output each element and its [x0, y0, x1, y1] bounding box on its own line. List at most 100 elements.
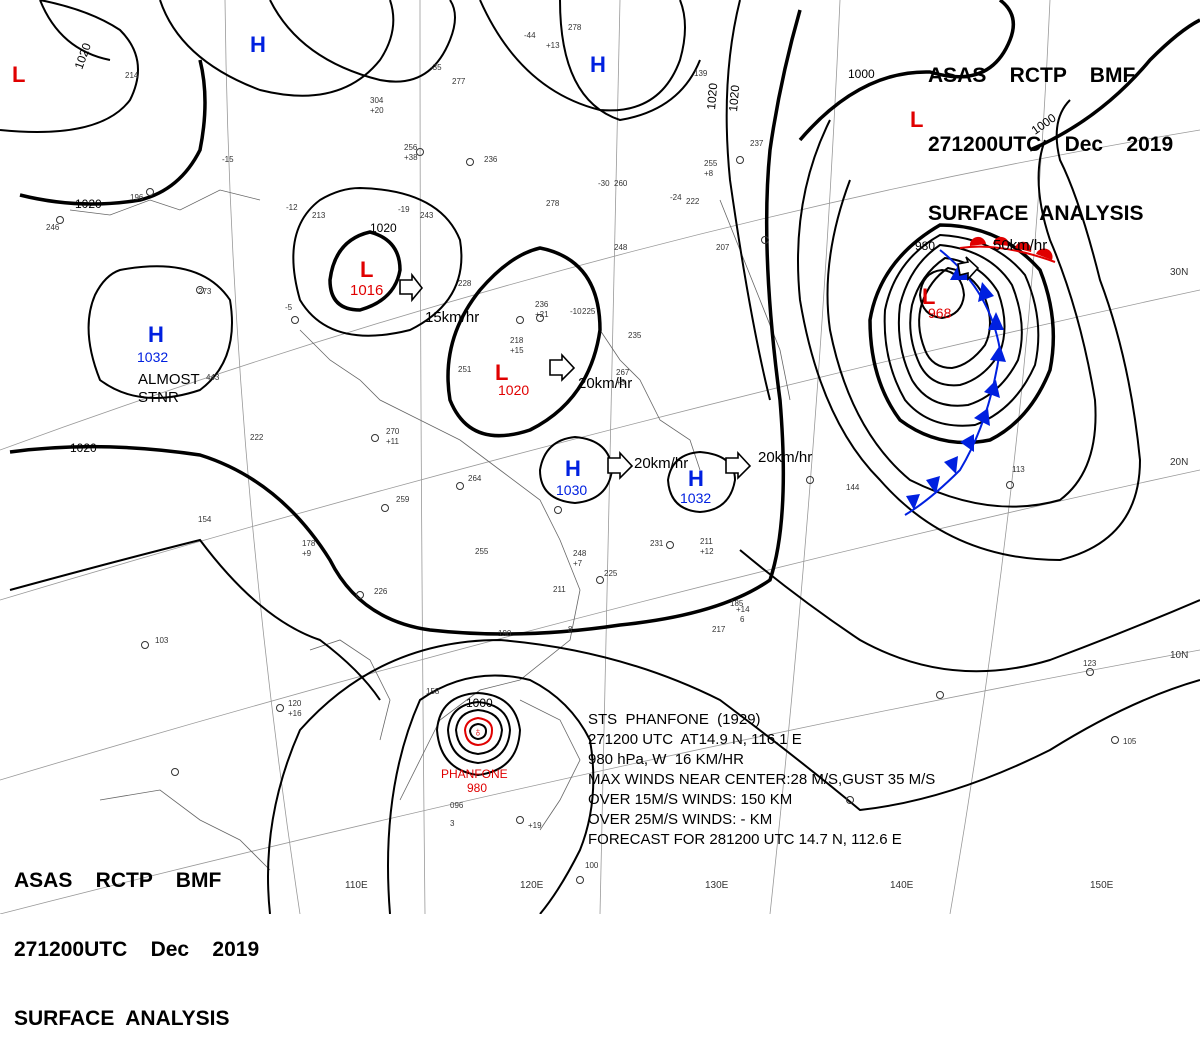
- typhoon-info-line: FORECAST FOR 281200 UTC 14.7 N, 112.6 E: [588, 831, 902, 848]
- low-symbol: L: [495, 360, 508, 385]
- header-line-2: 271200UTC Dec 2019: [928, 133, 1174, 156]
- high-pressure: 1030: [556, 482, 587, 498]
- station-value: 255: [704, 159, 718, 168]
- typhoon-icon: ♁: [473, 724, 483, 739]
- header-line-3: SURFACE ANALYSIS: [14, 1007, 230, 1030]
- station-value: -35: [430, 63, 442, 72]
- station-value: 260: [614, 179, 628, 188]
- station-value: +11: [386, 437, 400, 446]
- station-value: 231: [650, 539, 664, 548]
- station-value: 213: [312, 211, 326, 220]
- high-symbol: H: [688, 466, 704, 491]
- station-value: 278: [568, 23, 582, 32]
- station-value: 246: [46, 223, 60, 232]
- motion-speed: 50km/hr: [993, 237, 1047, 254]
- station-value: -12: [286, 203, 298, 212]
- station-value: 256: [404, 143, 418, 152]
- isobar-label: 1020: [726, 84, 742, 112]
- station-value: +20: [370, 106, 384, 115]
- coastlines: [69, 189, 791, 871]
- station-value: 273: [198, 287, 212, 296]
- high-symbol: H: [148, 322, 164, 347]
- isobar-label: 1000: [848, 67, 875, 81]
- station-value: +9: [302, 549, 312, 558]
- station-value: +21: [535, 310, 549, 319]
- station-value: 123: [1083, 659, 1097, 668]
- isobar-low968-1: [868, 223, 1056, 445]
- station-value: 248: [573, 549, 587, 558]
- station-value: 211: [700, 537, 713, 546]
- station-value: 248: [614, 243, 628, 252]
- header-line-1: ASAS RCTP BMF: [928, 64, 1136, 87]
- station-value: 270: [386, 427, 400, 436]
- pressure-systems: L L H H L 1016 H 1032 L 1020 H 1030 H 10…: [12, 32, 952, 506]
- surface-analysis-map: 110E 120E 130E 140E 150E 30N 20N 10N 102…: [0, 0, 1200, 914]
- isobar-1030-high: [538, 435, 614, 505]
- station-value: +19: [528, 821, 542, 830]
- header-line-3: SURFACE ANALYSIS: [928, 202, 1144, 225]
- isobar-1020-low: [446, 246, 602, 438]
- station-value: 190: [498, 629, 512, 638]
- lon-label: 140E: [890, 880, 914, 891]
- station-value: +12: [700, 547, 714, 556]
- isobar-label: 1020: [704, 82, 720, 110]
- station-value: 222: [250, 433, 264, 442]
- isobar-low968-3: [897, 243, 1023, 407]
- station-value: 113: [1012, 465, 1025, 474]
- isobar-southeast: [739, 549, 1200, 673]
- station-value: 236: [484, 155, 498, 164]
- high-pressure: 1032: [680, 490, 711, 506]
- station-value: 185: [730, 599, 744, 608]
- isobar-far-east-2: [1029, 18, 1200, 152]
- motion-speed: 20km/hr: [758, 449, 812, 466]
- station-value: 235: [628, 331, 642, 340]
- station-value: 096: [450, 801, 464, 810]
- low-pressure: 1016: [350, 282, 383, 299]
- isobar-1032-west: [87, 265, 233, 399]
- typhoon-info-line: STS PHANFONE (1929): [588, 711, 761, 728]
- isobar-top-center: [159, 0, 395, 97]
- typhoon-info-line: OVER 15M/S WINDS: 150 KM: [588, 791, 793, 808]
- coordinate-labels: 110E 120E 130E 140E 150E 30N 20N 10N: [345, 267, 1188, 891]
- motion-speed: 15km/hr: [425, 309, 479, 326]
- low-symbol: L: [922, 284, 935, 309]
- station-value: 196: [130, 193, 144, 202]
- low-symbol: L: [910, 107, 923, 132]
- motion-arrows: [399, 256, 980, 480]
- station-value: -5: [285, 303, 293, 312]
- station-value: 120: [288, 699, 302, 708]
- header-top-right: ASAS RCTP BMF 271200UTC Dec 2019 SURFACE…: [928, 18, 1173, 248]
- isobar-top-left: [0, 0, 139, 133]
- isobar-1016-inner: [328, 230, 402, 312]
- station-value: 277: [452, 77, 466, 86]
- isobar-label: 980: [915, 239, 935, 253]
- station-value: 6: [740, 615, 745, 624]
- station-value: 251: [458, 365, 472, 374]
- station-value: 217: [712, 625, 726, 634]
- cold-front: [904, 249, 1006, 516]
- station-value: 100: [585, 861, 599, 870]
- station-value: 264: [468, 474, 482, 483]
- station-value: 226: [374, 587, 388, 596]
- station-value: 154: [198, 515, 212, 524]
- station-value: 259: [396, 495, 410, 504]
- station-value: 8: [568, 625, 573, 634]
- lat-label: 30N: [1170, 267, 1188, 278]
- station-value: 255: [475, 547, 489, 556]
- station-value: 144: [846, 483, 860, 492]
- station-value: 236: [535, 300, 549, 309]
- station-value: 178: [302, 539, 316, 548]
- station-value: +15: [510, 346, 524, 355]
- station-value: -15: [222, 155, 234, 164]
- isobar-north-1020b: [39, 0, 111, 61]
- typhoon-name: PHANFONE: [441, 767, 508, 781]
- station-value: +14: [736, 605, 750, 614]
- header-bottom-left: ASAS RCTP BMF 271200UTC Dec 2019 SURFACE…: [14, 823, 259, 1053]
- lat-label: 20N: [1170, 457, 1188, 468]
- isobar-label: 1020: [75, 197, 102, 211]
- station-value: 304: [370, 96, 384, 105]
- isobar-low968-2: [883, 233, 1040, 427]
- isobar-label: 1000: [466, 696, 493, 710]
- isobar-phanfone-2: [446, 700, 512, 765]
- isobar-low968-6: [918, 268, 966, 320]
